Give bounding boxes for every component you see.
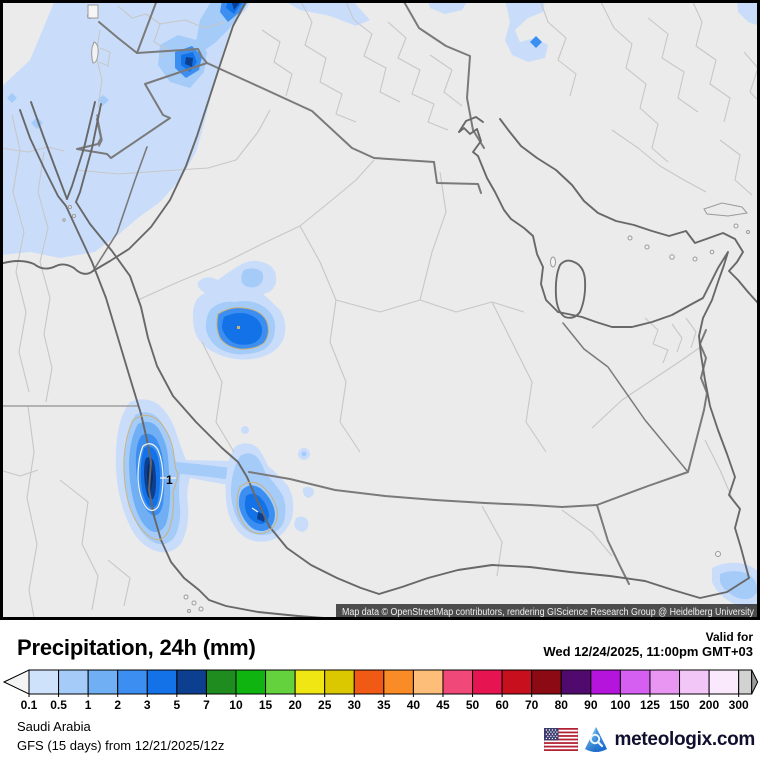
map-frame	[0, 0, 760, 620]
valid-for-label: Valid for	[705, 630, 753, 644]
legend-tick-label: 15	[259, 698, 273, 712]
legend-box	[590, 669, 621, 695]
model-run-label: GFS (15 days) from 12/21/2025/12z	[17, 738, 225, 753]
attribution-text: Map data © OpenStreetMap contributors, r…	[342, 607, 754, 618]
legend-scale: 0.1 0.5 1 2 3 5 7 10 15 20 25 30 35 40 45 50 60 70 80 90 100…	[2, 669, 759, 712]
legend-tick-label: 7	[203, 698, 210, 712]
legend-tick-label: 150	[670, 698, 690, 712]
legend-right-arrow	[751, 669, 759, 695]
legend-box	[708, 669, 740, 695]
legend-box	[28, 669, 60, 695]
admin-borders	[0, 0, 760, 619]
legend-tick-label: 35	[377, 698, 391, 712]
legend-tick-label: 100	[610, 698, 630, 712]
region-label: Saudi Arabia	[17, 719, 91, 734]
map-canvas: 1 Map data © OpenStreetMap contributors,…	[0, 0, 760, 620]
us-flag-icon	[543, 728, 578, 751]
contour-value-label: 1	[166, 473, 173, 487]
brand-box[interactable]: meteologix.com	[543, 726, 756, 753]
country-borders	[76, 0, 708, 585]
legend-box	[501, 669, 533, 695]
legend-box	[353, 669, 385, 695]
legend-box	[294, 669, 326, 695]
legend-tick-label: 300	[729, 698, 749, 712]
legend-box	[442, 669, 474, 695]
legend-box	[146, 669, 178, 695]
legend-overflow-box	[738, 669, 753, 695]
legend-box	[117, 669, 148, 695]
page-title: Precipitation, 24h (mm)	[17, 635, 256, 660]
model-info: Saudi Arabia GFS (15 days) from 12/21/20…	[17, 717, 224, 755]
legend-tick-label: 200	[699, 698, 719, 712]
legend-panel: Precipitation, 24h (mm) Valid for Wed 12…	[0, 620, 760, 760]
legend-tick-label: 70	[525, 698, 539, 712]
legend-tick-label: 60	[495, 698, 509, 712]
legend-box	[176, 669, 207, 695]
map-attribution: Map data © OpenStreetMap contributors, r…	[336, 604, 760, 618]
legend-box	[87, 669, 119, 695]
legend-tick-label: 20	[288, 698, 302, 712]
legend-tick-label: 40	[407, 698, 421, 712]
valid-datetime: Wed 12/24/2025, 11:00pm GMT+03	[543, 644, 753, 659]
legend-box	[205, 669, 237, 695]
legend-box	[383, 669, 414, 695]
legend-box	[58, 669, 89, 695]
brand-wordmark: meteologix.com	[614, 728, 756, 750]
legend-box	[679, 669, 710, 695]
dead-sea	[91, 41, 99, 64]
legend-tick-label: 50	[466, 698, 480, 712]
meteologix-logo-icon	[584, 727, 607, 752]
legend-tick-label: 3	[144, 698, 151, 712]
legend-box	[235, 669, 267, 695]
legend-box	[619, 669, 651, 695]
weather-map[interactable]: 1 Map data © OpenStreetMap contributors,…	[0, 0, 760, 620]
legend-tick-label: 90	[584, 698, 598, 712]
legend-tick-label: 5	[174, 698, 181, 712]
legend-tick-label: 2	[114, 698, 121, 712]
bahrain-island	[550, 256, 556, 268]
lakes-islands	[62, 4, 750, 613]
legend-box	[265, 669, 296, 695]
legend-tick-label: 10	[229, 698, 243, 712]
legend-left-arrow	[2, 669, 30, 695]
legend-tick-label: 0.1	[21, 698, 38, 712]
legend-tick-label: 1	[85, 698, 92, 712]
legend-tick-label: 125	[640, 698, 660, 712]
legend-box	[324, 669, 355, 695]
legend-tick-label: 25	[318, 698, 332, 712]
valid-time-box: Valid for Wed 12/24/2025, 11:00pm GMT+03	[543, 630, 753, 659]
legend-tick-label: 80	[555, 698, 569, 712]
legend-tick-label: 0.5	[50, 698, 67, 712]
legend-box	[649, 669, 681, 695]
coastlines	[0, 0, 760, 620]
legend-box	[412, 669, 444, 695]
legend-box	[531, 669, 562, 695]
legend-box	[472, 669, 503, 695]
precip-contours: 1	[123, 307, 278, 541]
legend-box	[560, 669, 592, 695]
legend-tick-label: 45	[436, 698, 450, 712]
legend-tick-label: 30	[348, 698, 362, 712]
